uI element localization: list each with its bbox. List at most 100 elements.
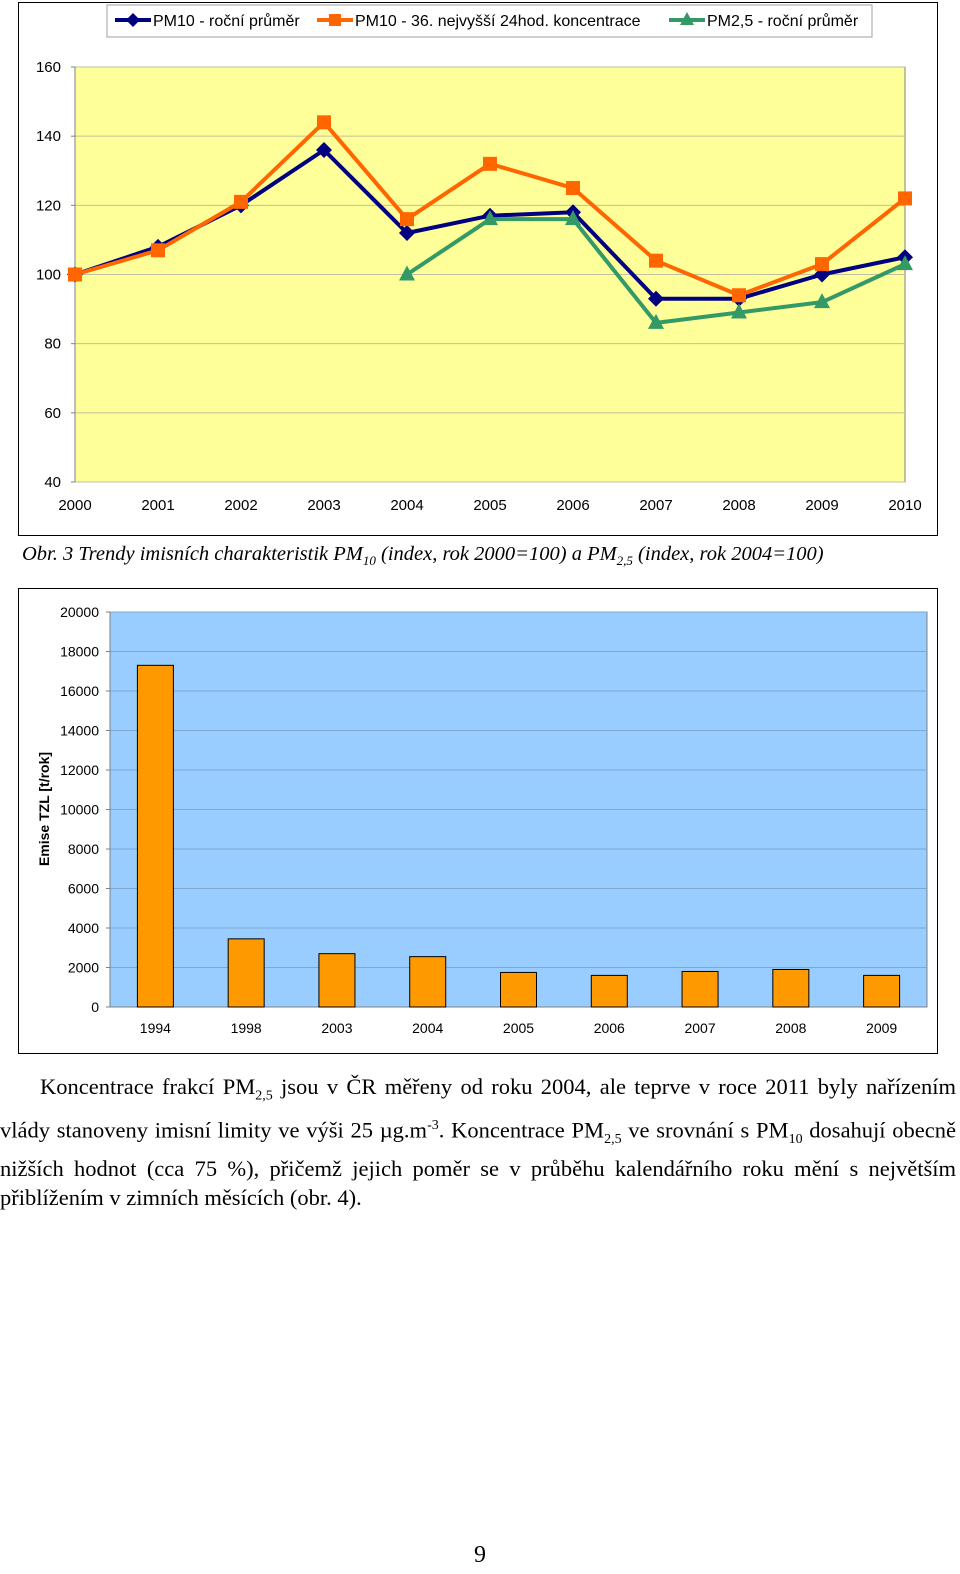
y-tick-label: 60 — [44, 405, 61, 422]
page-number: 9 — [474, 1542, 486, 1568]
x-tick-label: 2005 — [503, 1020, 534, 1036]
y-tick-label: 6000 — [68, 881, 99, 897]
data-point — [815, 257, 829, 272]
bar-chart-frame: 0 2000 4000 6000 8000 10000 12000 14000 16000 180… — [18, 588, 938, 1054]
y-tick-label: 10000 — [60, 802, 99, 818]
y-tick-label: 20000 — [60, 604, 99, 620]
y-tick-label: 140 — [36, 128, 61, 145]
bar — [681, 970, 719, 1008]
bar — [318, 953, 356, 1008]
data-point — [731, 303, 747, 319]
y-tick-label: 2000 — [68, 960, 99, 976]
bar — [500, 971, 537, 1008]
x-tick-label: 2008 — [722, 497, 755, 514]
data-point — [565, 210, 581, 226]
y-tick-label: 18000 — [60, 644, 99, 660]
y-axis-label: Emise TZL [t/rok] — [36, 752, 52, 866]
data-point — [649, 253, 663, 268]
legend-box — [106, 4, 873, 38]
data-point — [234, 194, 248, 209]
caption-subscript-2: 2,5 — [616, 553, 633, 569]
data-point — [316, 142, 332, 158]
legend: PM10 - roční průměr PM10 - 36. nejvyšší 2… — [106, 4, 873, 38]
x-tick-label: 2006 — [556, 497, 589, 514]
legend-marker — [126, 13, 140, 27]
y-tick-label: 120 — [36, 197, 61, 214]
paragraph-subscript-1: 2,5 — [255, 1088, 273, 1104]
bar-chart: 0 2000 4000 6000 8000 10000 12000 14000 16000 180… — [36, 604, 928, 1036]
data-point — [68, 267, 82, 282]
x-tick-label: 2004 — [390, 497, 423, 514]
x-tick-label: 2003 — [307, 497, 340, 514]
bar — [590, 974, 628, 1008]
data-point — [648, 290, 664, 307]
x-tick-label: 2007 — [639, 497, 672, 514]
caption-subscript-1: 10 — [362, 553, 376, 569]
paragraph-text-2: jsou v ČR měřeny od roku 2004, ale teprv… — [0, 1074, 957, 1142]
legend-marker — [680, 12, 694, 25]
bar — [863, 974, 901, 1008]
line-chart: 40 60 80 100 120 140 160 2000 2001 2002 2003 2004 20… — [36, 4, 922, 514]
bar — [772, 968, 810, 1008]
x-tick-label: 2002 — [224, 497, 257, 514]
data-point — [814, 293, 830, 309]
paragraph-text-1: Koncentrace frakcí PM — [40, 1074, 256, 1099]
x-tick-label: 2009 — [805, 497, 838, 514]
bar — [136, 664, 174, 1008]
body-paragraph: Koncentrace frakcí PM2,5 jsou v ČR měřen… — [0, 1072, 956, 1212]
data-point — [400, 212, 414, 227]
paragraph-text-5: dosahují obecně nižších hodnot (cca 75 %… — [0, 1117, 957, 1210]
legend-label: PM10 - roční průměr — [153, 12, 300, 30]
y-tick-label: 16000 — [60, 683, 99, 699]
caption-text-1: Obr. 3 Trendy imisních charakteristik PM — [22, 543, 363, 565]
y-tick-label: 40 — [44, 474, 61, 491]
y-tick-label: 4000 — [68, 920, 99, 936]
y-tick-label: 12000 — [60, 762, 99, 778]
legend-marker — [329, 14, 341, 26]
paragraph-text-4: ve srovnání s PM — [621, 1117, 789, 1142]
x-tick-label: 2010 — [888, 497, 921, 514]
paragraph-superscript-1: -3 — [427, 1117, 439, 1133]
y-tick-label: 14000 — [60, 723, 99, 739]
legend-label: PM10 - 36. nejvyšší 24hod. koncentrace — [355, 13, 641, 30]
x-tick-label: 2005 — [473, 497, 506, 514]
figure-caption: Obr. 3 Trendy imisních charakteristik PM… — [22, 543, 952, 569]
y-tick-label: 100 — [36, 267, 61, 284]
x-tick-label: 2007 — [684, 1020, 715, 1036]
y-tick-label: 80 — [44, 336, 61, 353]
bar — [409, 956, 447, 1008]
caption-text-2: (index, rok 2000=100) a PM — [375, 543, 617, 565]
data-point — [151, 243, 165, 258]
series-2 — [399, 210, 913, 329]
y-tick-label: 160 — [36, 59, 61, 76]
x-tick-label: 2003 — [321, 1020, 352, 1036]
caption-text-3: (index, rok 2004=100) — [632, 543, 824, 565]
bar — [227, 938, 265, 1008]
data-point — [482, 210, 498, 226]
x-tick-label: 2000 — [58, 497, 91, 514]
y-tick-label: 8000 — [68, 841, 99, 857]
x-tick-label: 2008 — [775, 1020, 806, 1036]
x-tick-label: 1994 — [140, 1020, 171, 1036]
paragraph-subscript-3: 10 — [788, 1131, 803, 1147]
data-point — [483, 156, 497, 171]
x-tick-label: 1998 — [231, 1020, 262, 1036]
series-1 — [68, 115, 912, 303]
line-chart-frame: 40 60 80 100 120 140 160 2000 2001 2002 2003 2004 20… — [18, 2, 938, 536]
data-point — [566, 181, 580, 196]
data-point — [898, 191, 912, 206]
data-point — [732, 288, 746, 303]
paragraph-text-3: . Koncentrace PM — [438, 1117, 605, 1142]
x-tick-label: 2004 — [412, 1020, 443, 1036]
x-tick-label: 2006 — [594, 1020, 625, 1036]
data-point — [897, 255, 913, 271]
x-tick-label: 2001 — [141, 497, 174, 514]
data-point — [399, 265, 415, 281]
legend-label: PM2,5 - roční průměr — [707, 12, 859, 30]
data-point — [317, 115, 331, 130]
x-tick-label: 2009 — [866, 1020, 897, 1036]
y-tick-label: 0 — [91, 999, 99, 1015]
paragraph-subscript-2: 2,5 — [604, 1131, 622, 1147]
data-point — [399, 225, 415, 241]
data-point — [648, 313, 664, 329]
